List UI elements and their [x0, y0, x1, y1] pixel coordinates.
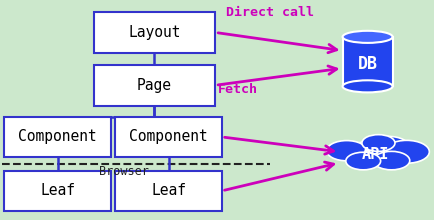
Circle shape [372, 151, 409, 170]
FancyBboxPatch shape [4, 170, 111, 211]
Circle shape [361, 135, 394, 151]
Text: Fetch: Fetch [217, 82, 257, 96]
Ellipse shape [342, 80, 391, 92]
Circle shape [367, 136, 408, 158]
FancyBboxPatch shape [93, 65, 215, 106]
Text: Component: Component [18, 129, 97, 145]
Circle shape [343, 142, 391, 166]
Circle shape [383, 140, 428, 163]
Polygon shape [342, 37, 391, 86]
Text: API: API [361, 147, 388, 161]
Circle shape [345, 152, 380, 170]
FancyBboxPatch shape [115, 170, 221, 211]
FancyBboxPatch shape [93, 12, 215, 53]
Text: DB: DB [357, 55, 377, 73]
Text: Browser: Browser [99, 165, 148, 178]
Text: Component: Component [129, 129, 207, 145]
Text: Page: Page [137, 78, 171, 93]
Ellipse shape [342, 31, 391, 43]
FancyBboxPatch shape [4, 117, 111, 157]
Circle shape [326, 141, 366, 161]
Text: Leaf: Leaf [151, 183, 186, 198]
Text: Leaf: Leaf [40, 183, 75, 198]
Text: Direct call: Direct call [226, 6, 313, 19]
Text: Layout: Layout [128, 25, 180, 40]
FancyBboxPatch shape [115, 117, 221, 157]
